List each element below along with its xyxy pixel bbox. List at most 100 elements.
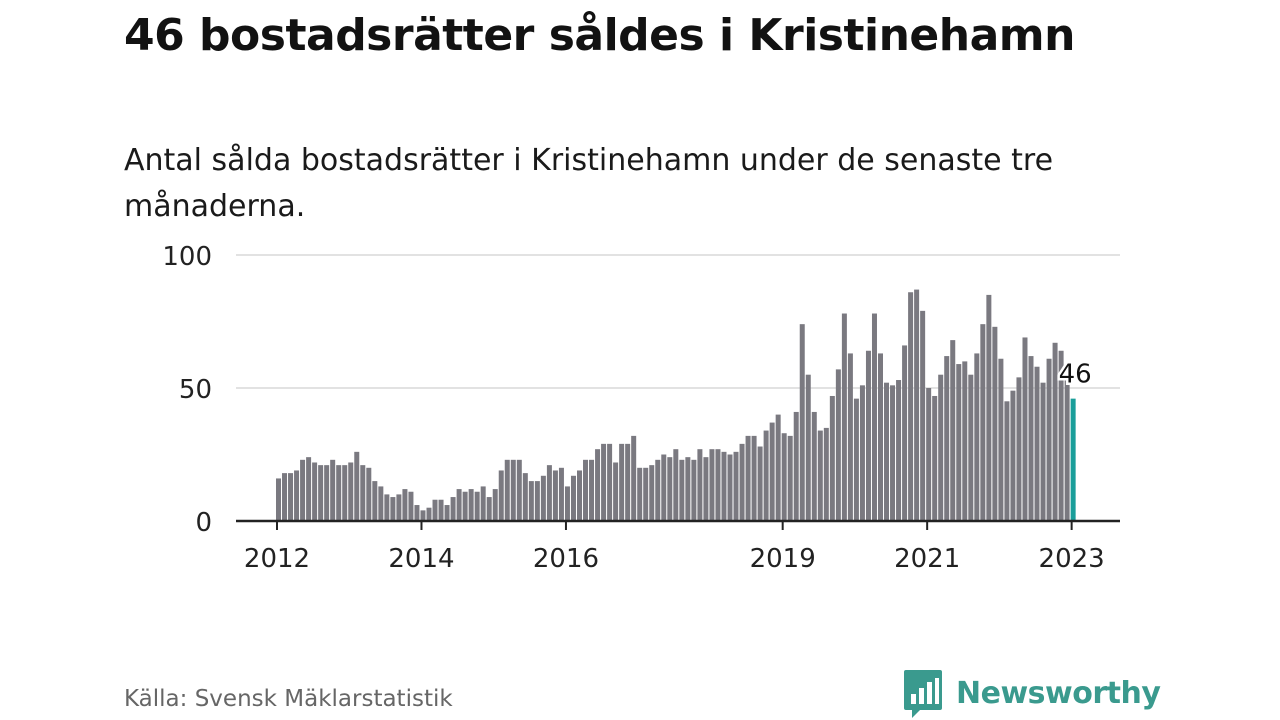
bar <box>1046 358 1052 521</box>
bar <box>649 465 655 521</box>
bar <box>468 489 474 521</box>
bar <box>601 443 607 521</box>
bar <box>414 505 420 521</box>
bar <box>817 430 823 521</box>
bar <box>637 467 643 521</box>
bar <box>980 324 986 521</box>
bar <box>1022 337 1028 521</box>
bar <box>1058 350 1064 521</box>
bar <box>330 459 336 521</box>
bar <box>661 454 667 521</box>
newsworthy-logo: Newsworthy <box>902 668 1161 718</box>
bar <box>1004 401 1010 521</box>
bar <box>336 465 342 521</box>
bar <box>504 459 510 521</box>
bar <box>432 499 438 521</box>
bar <box>691 459 697 521</box>
bar <box>811 411 817 521</box>
bar <box>450 497 456 521</box>
bar <box>510 459 516 521</box>
bars <box>276 289 1076 521</box>
bar <box>787 435 793 521</box>
bar <box>667 457 673 521</box>
x-tick-label: 2019 <box>750 544 816 574</box>
bar <box>775 414 781 521</box>
bar <box>721 451 727 521</box>
bar <box>926 388 932 521</box>
bar <box>697 449 703 521</box>
x-tick-label: 2021 <box>894 544 960 574</box>
bar <box>348 462 354 521</box>
brand-name: Newsworthy <box>956 675 1161 711</box>
bar <box>920 310 926 521</box>
bar <box>1028 356 1034 521</box>
bar <box>841 313 847 521</box>
bar <box>288 473 294 521</box>
bar <box>823 427 829 521</box>
bar <box>408 491 414 521</box>
bar <box>372 481 378 521</box>
bar <box>564 486 570 521</box>
bar <box>558 467 564 521</box>
bar <box>426 507 432 521</box>
bar <box>480 486 486 521</box>
bar <box>402 489 408 521</box>
bar <box>516 459 522 521</box>
bar <box>420 510 426 521</box>
bar <box>763 430 769 521</box>
highlight-value-label: 46 <box>1059 360 1092 390</box>
y-tick-label: 0 <box>195 508 212 538</box>
bar <box>456 489 462 521</box>
bar <box>956 364 962 521</box>
bar <box>757 446 763 521</box>
bar <box>444 505 450 521</box>
bar <box>974 353 980 521</box>
bar <box>890 385 896 521</box>
source-note: Källa: Svensk Mäklarstatistik <box>124 686 453 712</box>
bar <box>703 457 709 521</box>
bar <box>522 473 528 521</box>
bar <box>1064 380 1070 521</box>
x-tick-label: 2023 <box>1039 544 1105 574</box>
bar <box>384 494 390 521</box>
bar <box>914 289 920 521</box>
bar <box>673 449 679 521</box>
y-tick-label: 50 <box>179 375 212 405</box>
bar <box>324 465 330 521</box>
bar <box>944 356 950 521</box>
bar <box>865 350 871 521</box>
bar <box>366 467 372 521</box>
bar <box>998 358 1004 521</box>
bar <box>902 345 908 521</box>
bar <box>884 382 890 521</box>
bar <box>739 443 745 521</box>
x-tick-label: 2016 <box>533 544 599 574</box>
bar <box>679 459 685 521</box>
bar <box>396 494 402 521</box>
bar <box>871 313 877 521</box>
bar <box>727 454 733 521</box>
bar <box>577 470 582 521</box>
bar <box>829 395 835 521</box>
bar <box>799 324 805 521</box>
bar <box>1010 390 1016 521</box>
bar <box>1016 377 1022 521</box>
bar <box>950 340 956 521</box>
bar <box>607 443 613 521</box>
bar <box>276 478 281 521</box>
bar <box>835 369 841 521</box>
bar <box>589 459 595 521</box>
bar <box>486 497 492 521</box>
bar <box>619 443 625 521</box>
bar <box>962 361 968 521</box>
bar <box>709 449 715 521</box>
bar <box>896 380 902 521</box>
bar <box>992 326 998 521</box>
bar <box>528 481 534 521</box>
bar <box>938 374 944 521</box>
bar <box>685 457 691 521</box>
bar <box>1040 382 1046 521</box>
bar <box>968 374 974 521</box>
bar <box>583 459 589 521</box>
bar <box>300 459 306 521</box>
